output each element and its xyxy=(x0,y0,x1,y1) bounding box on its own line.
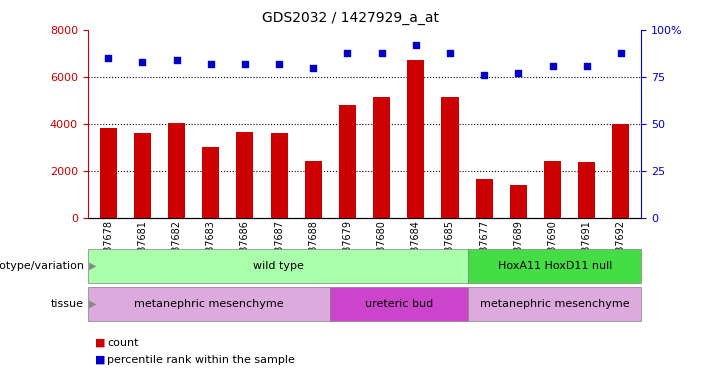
Bar xyxy=(271,133,287,218)
Text: count: count xyxy=(107,338,139,348)
Bar xyxy=(305,161,322,218)
Text: tissue: tissue xyxy=(51,299,84,309)
Point xyxy=(102,55,114,61)
Point xyxy=(376,50,387,55)
Point xyxy=(205,61,217,67)
Point xyxy=(308,64,319,70)
Bar xyxy=(339,105,356,218)
Point xyxy=(615,50,627,55)
Text: ureteric bud: ureteric bud xyxy=(365,299,433,309)
Bar xyxy=(475,179,493,218)
Text: ■: ■ xyxy=(95,355,105,365)
Bar xyxy=(510,185,527,218)
Text: HoxA11 HoxD11 null: HoxA11 HoxD11 null xyxy=(498,261,612,271)
Bar xyxy=(407,60,424,217)
Text: ▶: ▶ xyxy=(89,261,97,271)
Point xyxy=(342,50,353,55)
Bar xyxy=(236,132,254,218)
Point xyxy=(171,57,182,63)
Text: percentile rank within the sample: percentile rank within the sample xyxy=(107,355,295,365)
Text: GDS2032 / 1427929_a_at: GDS2032 / 1427929_a_at xyxy=(262,11,439,25)
Text: metanephric mesenchyme: metanephric mesenchyme xyxy=(134,299,284,309)
Point xyxy=(273,61,285,67)
Point xyxy=(479,72,490,78)
Point xyxy=(547,63,558,69)
Text: ▶: ▶ xyxy=(89,299,97,309)
Bar xyxy=(168,123,185,218)
Bar xyxy=(202,147,219,218)
Bar xyxy=(100,128,116,217)
Bar xyxy=(578,162,595,218)
Point xyxy=(239,61,250,67)
Point xyxy=(512,70,524,76)
Point xyxy=(581,63,592,69)
Bar xyxy=(613,124,629,218)
Text: ■: ■ xyxy=(95,338,105,348)
Point xyxy=(410,42,421,48)
Bar xyxy=(544,161,561,218)
Bar xyxy=(373,97,390,218)
Point xyxy=(444,50,456,55)
Point xyxy=(137,59,148,65)
Bar xyxy=(442,97,458,218)
Text: genotype/variation: genotype/variation xyxy=(0,261,84,271)
Text: wild type: wild type xyxy=(252,261,304,271)
Bar xyxy=(134,133,151,218)
Text: metanephric mesenchyme: metanephric mesenchyme xyxy=(480,299,629,309)
